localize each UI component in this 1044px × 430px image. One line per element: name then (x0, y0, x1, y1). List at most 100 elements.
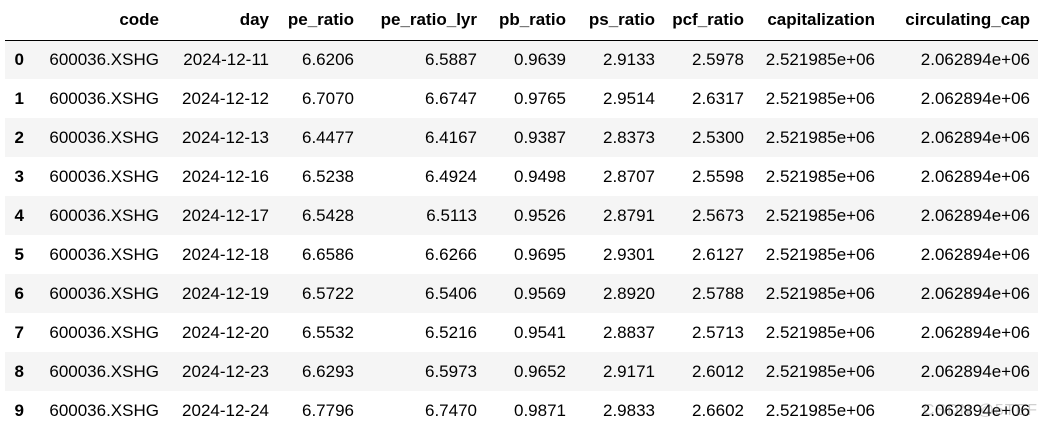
cell-capitalization: 2.521985e+06 (765, 322, 875, 342)
row-index: 7 (14, 322, 24, 342)
table-row: 4 600036.XSHG 2024-12-17 6.5428 6.5113 0.9526… (5, 196, 1038, 235)
cell-day: 2024-12-17 (182, 205, 269, 225)
header-row: code day pe_ratio pe_ratio_lyr pb_ratio … (5, 0, 1038, 41)
cell-pe-ratio: 6.7796 (302, 400, 354, 420)
cell-pe-ratio-lyr: 6.4167 (425, 127, 477, 147)
cell-ps-ratio: 2.9133 (603, 49, 655, 69)
row-index: 8 (14, 361, 24, 381)
cell-pe-ratio-lyr: 6.5406 (425, 283, 477, 303)
cell-pe-ratio: 6.5722 (302, 283, 354, 303)
cell-pb-ratio: 0.9652 (514, 361, 566, 381)
cell-pb-ratio: 0.9387 (514, 127, 566, 147)
cell-capitalization: 2.521985e+06 (765, 400, 875, 420)
cell-pe-ratio-lyr: 6.7470 (425, 400, 477, 420)
column-header-circulating-cap: circulating_cap (883, 0, 1038, 41)
cell-capitalization: 2.521985e+06 (765, 49, 875, 69)
cell-circulating-cap: 2.062894e+06 (920, 88, 1030, 108)
cell-pe-ratio-lyr: 6.6266 (425, 244, 477, 264)
cell-code: 600036.XSHG (49, 88, 159, 108)
cell-pb-ratio: 0.9695 (514, 244, 566, 264)
cell-pe-ratio: 6.5532 (302, 322, 354, 342)
cell-pe-ratio: 6.6206 (302, 49, 354, 69)
cell-ps-ratio: 2.8707 (603, 166, 655, 186)
column-header-ps-ratio: ps_ratio (574, 0, 663, 41)
cell-pe-ratio: 6.6293 (302, 361, 354, 381)
row-index: 0 (14, 49, 24, 69)
cell-day: 2024-12-24 (182, 400, 269, 420)
column-header-pb-ratio: pb_ratio (485, 0, 574, 41)
cell-code: 600036.XSHG (49, 166, 159, 186)
table-row: 2 600036.XSHG 2024-12-13 6.4477 6.4167 0.9387… (5, 118, 1038, 157)
cell-pb-ratio: 0.9765 (514, 88, 566, 108)
cell-pe-ratio: 6.7070 (302, 88, 354, 108)
cell-pcf-ratio: 2.6012 (692, 361, 744, 381)
cell-code: 600036.XSHG (49, 205, 159, 225)
cell-day: 2024-12-12 (182, 88, 269, 108)
column-header-code: code (32, 0, 167, 41)
cell-capitalization: 2.521985e+06 (765, 127, 875, 147)
table-row: 8 600036.XSHG 2024-12-23 6.6293 6.5973 0.9652… (5, 352, 1038, 391)
cell-pe-ratio: 6.5428 (302, 205, 354, 225)
cell-pcf-ratio: 2.5788 (692, 283, 744, 303)
cell-pe-ratio-lyr: 6.5973 (425, 361, 477, 381)
cell-ps-ratio: 2.8373 (603, 127, 655, 147)
cell-day: 2024-12-20 (182, 322, 269, 342)
cell-circulating-cap: 2.062894e+06 (920, 400, 1030, 420)
column-header-pe-ratio-lyr: pe_ratio_lyr (362, 0, 485, 41)
cell-pcf-ratio: 2.6127 (692, 244, 744, 264)
cell-day: 2024-12-19 (182, 283, 269, 303)
cell-code: 600036.XSHG (49, 361, 159, 381)
watermark: CSDN @5TEF (922, 402, 1038, 419)
cell-pcf-ratio: 2.5673 (692, 205, 744, 225)
cell-capitalization: 2.521985e+06 (765, 205, 875, 225)
cell-pe-ratio-lyr: 6.5887 (425, 49, 477, 69)
cell-day: 2024-12-16 (182, 166, 269, 186)
cell-code: 600036.XSHG (49, 283, 159, 303)
cell-circulating-cap: 2.062894e+06 (920, 49, 1030, 69)
row-index: 3 (14, 166, 24, 186)
table-row: 6 600036.XSHG 2024-12-19 6.5722 6.5406 0.9569… (5, 274, 1038, 313)
column-header-pe-ratio: pe_ratio (277, 0, 362, 41)
index-header (5, 0, 32, 41)
cell-capitalization: 2.521985e+06 (765, 244, 875, 264)
cell-code: 600036.XSHG (49, 49, 159, 69)
cell-pe-ratio-lyr: 6.6747 (425, 88, 477, 108)
cell-pcf-ratio: 2.5598 (692, 166, 744, 186)
cell-pb-ratio: 0.9526 (514, 205, 566, 225)
cell-pe-ratio-lyr: 6.5113 (426, 205, 477, 225)
cell-pe-ratio-lyr: 6.4924 (425, 166, 477, 186)
table-row: 1 600036.XSHG 2024-12-12 6.7070 6.6747 0.9765… (5, 79, 1038, 118)
cell-circulating-cap: 2.062894e+06 (920, 283, 1030, 303)
cell-pcf-ratio: 2.6602 (692, 400, 744, 420)
cell-circulating-cap: 2.062894e+06 (920, 205, 1030, 225)
cell-pcf-ratio: 2.5978 (692, 49, 744, 69)
cell-code: 600036.XSHG (49, 127, 159, 147)
cell-ps-ratio: 2.8837 (603, 322, 655, 342)
cell-pe-ratio: 6.6586 (302, 244, 354, 264)
dataframe-table: code day pe_ratio pe_ratio_lyr pb_ratio … (5, 0, 1038, 430)
cell-pb-ratio: 0.9541 (514, 322, 566, 342)
cell-capitalization: 2.521985e+06 (765, 283, 875, 303)
cell-circulating-cap: 2.062894e+06 (920, 322, 1030, 342)
cell-pb-ratio: 0.9569 (514, 283, 566, 303)
cell-ps-ratio: 2.9514 (603, 88, 655, 108)
cell-ps-ratio: 2.9301 (603, 244, 655, 264)
row-index: 4 (14, 205, 24, 225)
row-index: 1 (14, 88, 24, 108)
cell-circulating-cap: 2.062894e+06 (920, 166, 1030, 186)
row-index: 2 (14, 127, 24, 147)
cell-day: 2024-12-23 (182, 361, 269, 381)
cell-capitalization: 2.521985e+06 (765, 88, 875, 108)
dataframe-output: code day pe_ratio pe_ratio_lyr pb_ratio … (5, 0, 1038, 430)
column-header-capitalization: capitalization (752, 0, 883, 41)
cell-circulating-cap: 2.062894e+06 (920, 361, 1030, 381)
cell-day: 2024-12-13 (182, 127, 269, 147)
column-header-day: day (167, 0, 277, 41)
cell-code: 600036.XSHG (49, 322, 159, 342)
cell-day: 2024-12-11 (183, 49, 269, 69)
cell-ps-ratio: 2.8791 (603, 205, 655, 225)
cell-ps-ratio: 2.9833 (603, 400, 655, 420)
cell-pb-ratio: 0.9498 (514, 166, 566, 186)
cell-pcf-ratio: 2.5713 (692, 322, 744, 342)
table-header: code day pe_ratio pe_ratio_lyr pb_ratio … (5, 0, 1038, 41)
